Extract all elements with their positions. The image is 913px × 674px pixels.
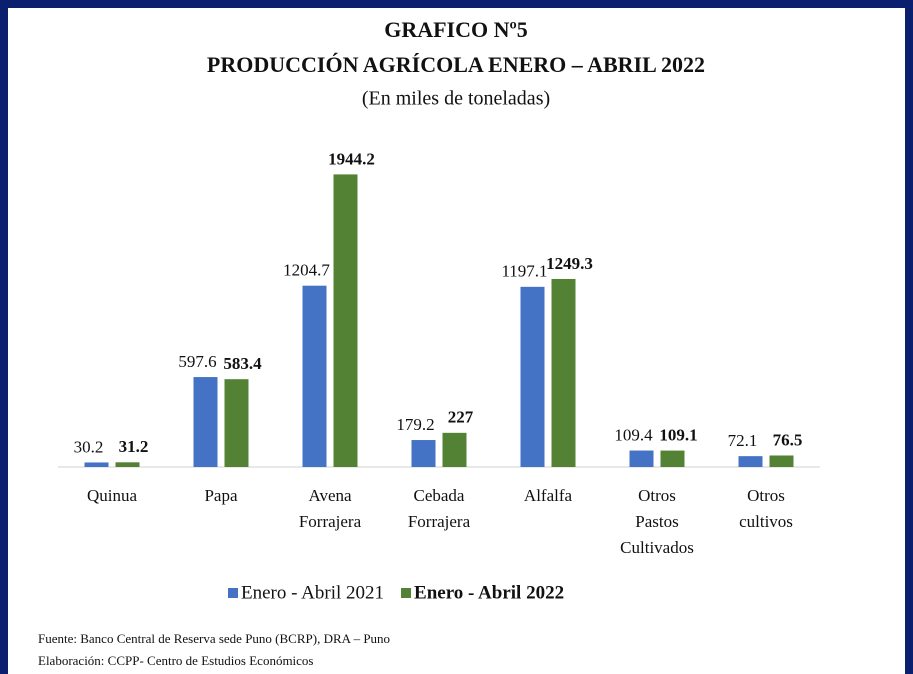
bar: [115, 462, 140, 467]
value-label: 1197.1: [501, 262, 547, 281]
legend-label: Enero - Abril 2021: [241, 582, 384, 603]
bar: [333, 174, 358, 468]
value-label: 72.1: [728, 431, 758, 450]
x-tick-label: Papa: [204, 486, 238, 505]
value-label: 30.2: [74, 437, 104, 456]
x-tick-label: Cebada: [414, 486, 465, 505]
bar: [769, 455, 794, 467]
bar: [224, 379, 249, 467]
bar: [629, 450, 654, 467]
x-tick-label: Pastos: [635, 512, 678, 531]
chart-subtitle: PRODUCCIÓN AGRÍCOLA ENERO – ABRIL 2022: [207, 52, 705, 77]
x-tick-label: Forrajera: [408, 512, 471, 531]
source: Fuente: Banco Central de Reserva sede Pu…: [38, 631, 390, 646]
bar: [660, 450, 685, 467]
value-label: 31.2: [119, 437, 149, 456]
bar: [411, 440, 436, 467]
value-label: 179.2: [396, 415, 434, 434]
x-tick-label: Forrajera: [299, 512, 362, 531]
value-label: 109.1: [659, 425, 697, 444]
x-tick-label: Avena: [308, 486, 352, 505]
value-label: 1204.7: [283, 261, 330, 280]
x-tick-label: cultivos: [739, 512, 793, 531]
value-label: 76.5: [773, 430, 803, 449]
x-tick-label: Quinua: [87, 486, 138, 505]
bar: [520, 286, 545, 467]
credit: Elaboración: CCPP- Centro de Estudios Ec…: [38, 653, 314, 668]
x-tick-label: Otros: [747, 486, 785, 505]
unit-note: (En miles de toneladas): [362, 88, 550, 110]
legend-label: Enero - Abril 2022: [414, 582, 564, 603]
background: [8, 8, 905, 674]
value-label: 109.4: [614, 425, 653, 444]
bar: [442, 432, 467, 467]
bar: [302, 285, 327, 467]
legend-swatch: [401, 588, 412, 598]
legend-swatch: [228, 588, 238, 598]
bar: [84, 462, 109, 467]
bar: [551, 278, 576, 467]
value-label: 597.6: [178, 352, 216, 371]
value-label: 1249.3: [546, 254, 593, 273]
bar: [193, 377, 218, 467]
x-tick-label: Alfalfa: [524, 486, 573, 505]
value-label: 227: [448, 408, 474, 427]
x-tick-label: Cultivados: [620, 538, 694, 557]
chart-title: GRAFICO Nº5: [384, 17, 528, 42]
value-label: 583.4: [223, 354, 262, 373]
x-tick-label: Otros: [638, 486, 676, 505]
bar: [738, 456, 763, 467]
value-label: 1944.2: [328, 149, 375, 168]
